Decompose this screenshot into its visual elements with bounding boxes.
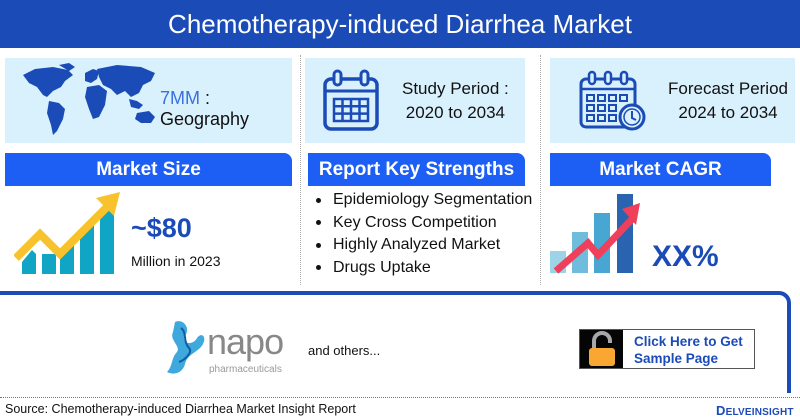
napo-logo-name: napo bbox=[207, 321, 284, 362]
companies-frame bbox=[0, 291, 791, 393]
study-period-text: Study Period : 2020 to 2034 bbox=[402, 78, 509, 122]
bullet-icon bbox=[316, 242, 321, 248]
calendar-clock-icon bbox=[579, 70, 646, 130]
sample-page-label: Click Here to Get Sample Page bbox=[634, 334, 743, 366]
list-item: Epidemiology Segmentation bbox=[316, 189, 532, 212]
get-sample-page-button[interactable]: Click Here to Get Sample Page bbox=[579, 329, 755, 369]
bullet-icon bbox=[316, 220, 321, 226]
bullet-icon bbox=[316, 197, 321, 203]
unlock-icon bbox=[588, 331, 615, 366]
list-item: Highly Analyzed Market bbox=[316, 234, 532, 257]
world-map-icon bbox=[23, 63, 155, 135]
market-size-value: ~$80 bbox=[131, 213, 192, 243]
key-strengths-list: Epidemiology Segmentation Key Cross Comp… bbox=[316, 189, 532, 279]
market-size-subtext: Million in 2023 bbox=[131, 253, 221, 269]
forecast-period-text: Forecast Period 2024 to 2034 bbox=[668, 78, 788, 122]
key-strengths-header: Report Key Strengths bbox=[308, 153, 525, 186]
source-text: Source: Chemotherapy-induced Diarrhea Ma… bbox=[5, 402, 356, 416]
market-cagr-value: XX% bbox=[652, 240, 719, 273]
page-title: Chemotherapy-induced Diarrhea Market bbox=[0, 0, 800, 48]
divider bbox=[300, 55, 301, 285]
delveinsight-logo: DELVEINSIGHT bbox=[716, 403, 794, 418]
bullet-icon bbox=[316, 265, 321, 271]
lock-box bbox=[580, 330, 623, 368]
and-others-label: and others... bbox=[308, 343, 381, 358]
list-item: Key Cross Competition bbox=[316, 212, 532, 235]
footer-divider bbox=[0, 397, 800, 398]
market-size-header: Market Size bbox=[5, 153, 292, 186]
napo-logo: napo pharmaceuticals bbox=[163, 318, 298, 380]
divider bbox=[540, 55, 541, 285]
napo-logo-sub: pharmaceuticals bbox=[209, 364, 282, 375]
study-period-card: Study Period : 2020 to 2034 bbox=[305, 58, 525, 143]
forecast-period-card: Forecast Period 2024 to 2034 bbox=[550, 58, 795, 143]
market-cagr-header: Market CAGR bbox=[550, 153, 771, 186]
napo-ink-icon bbox=[167, 321, 205, 374]
list-item: Drugs Uptake bbox=[316, 257, 532, 280]
geography-highlight: 7MM bbox=[160, 88, 200, 108]
geography-label: 7MM : Geography bbox=[160, 88, 250, 129]
geography-card: 7MM : Geography bbox=[5, 58, 292, 143]
growth-chart-arrow-icon bbox=[14, 192, 120, 274]
calendar-icon bbox=[323, 69, 379, 131]
cagr-bar-chart-icon bbox=[550, 194, 640, 274]
